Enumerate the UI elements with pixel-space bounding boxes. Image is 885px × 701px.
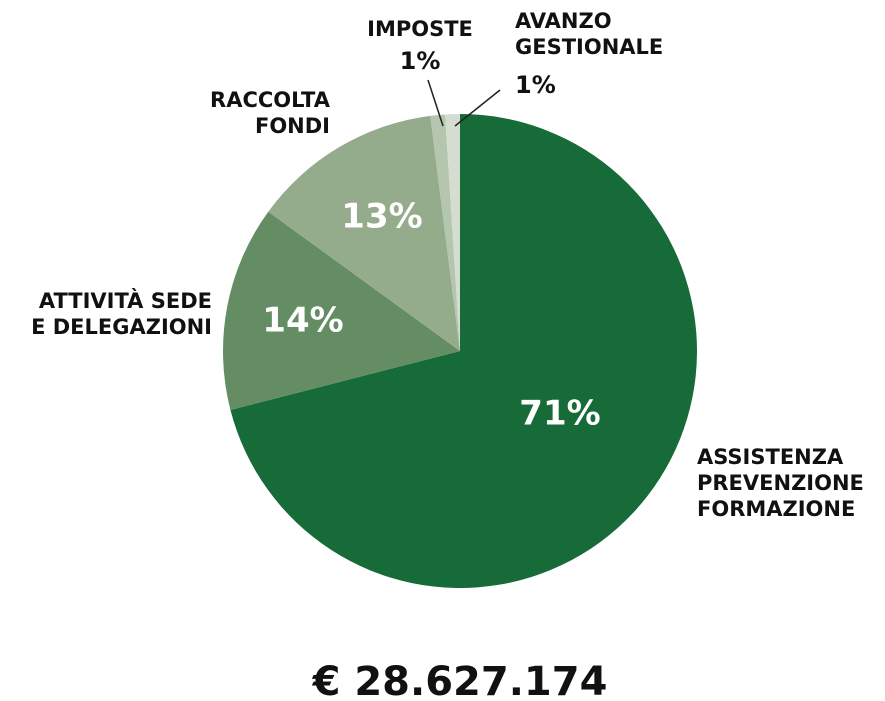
value-label: 1% xyxy=(400,47,441,75)
value-label: 71% xyxy=(519,394,600,434)
pie-slice xyxy=(430,114,460,351)
pie-slice xyxy=(445,114,460,351)
value-label: 13% xyxy=(341,197,422,237)
leader-line xyxy=(454,89,501,127)
total-amount: € 28.627.174 xyxy=(312,659,608,701)
slice-name: FORMAZIONE xyxy=(697,497,855,521)
slice-name: E DELEGAZIONI xyxy=(31,315,212,339)
value-label: 1% xyxy=(515,71,556,99)
slice-name: GESTIONALE xyxy=(515,35,663,59)
slice-name: PREVENZIONE xyxy=(697,471,864,495)
slice-name: ASSISTENZA xyxy=(697,445,844,469)
pie-slice xyxy=(268,115,460,352)
slice-name: RACCOLTA xyxy=(210,88,331,112)
slice-name: IMPOSTE xyxy=(367,17,473,41)
pie-slice xyxy=(222,211,460,410)
leader-line xyxy=(427,79,444,127)
slice-name: AVANZO xyxy=(515,9,612,33)
slice-name: FONDI xyxy=(255,114,330,138)
slice-name: ATTIVITÀ SEDE xyxy=(39,288,212,313)
pie-slice xyxy=(230,114,697,588)
value-label: 14% xyxy=(262,301,343,341)
